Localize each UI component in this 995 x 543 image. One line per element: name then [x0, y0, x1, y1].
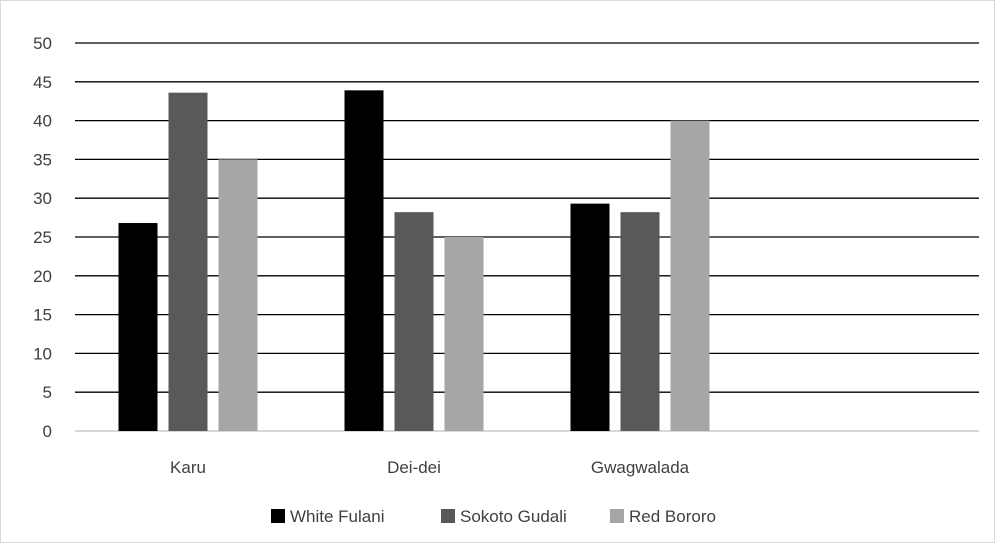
- y-tick-label: 15: [33, 306, 52, 325]
- legend: White Fulani Sokoto Gudali Red Bororo: [271, 507, 716, 526]
- y-tick-label: 45: [33, 73, 52, 92]
- legend-label: White Fulani: [290, 507, 384, 526]
- y-tick-label: 30: [33, 189, 52, 208]
- y-axis-tick-labels: 0 5 10 15 20 25 30 35 40 45 50: [33, 34, 52, 441]
- y-tick-label: 50: [33, 34, 52, 53]
- gridlines: [75, 42, 979, 432]
- y-tick-label: 40: [33, 112, 52, 131]
- bar: [118, 223, 158, 431]
- bar: [670, 120, 710, 431]
- bar: [344, 90, 384, 431]
- y-tick-label: 10: [33, 344, 52, 363]
- y-tick-label: 20: [33, 267, 52, 286]
- bar: [570, 203, 610, 431]
- x-category-label: Dei-dei: [387, 458, 441, 477]
- y-tick-label: 5: [43, 383, 52, 402]
- y-tick-label: 25: [33, 228, 52, 247]
- bar: [218, 159, 258, 431]
- legend-swatch: [271, 509, 285, 523]
- bar: [394, 212, 434, 431]
- x-axis-category-labels: Karu Dei-dei Gwagwalada: [170, 458, 690, 477]
- bars: [118, 90, 710, 431]
- y-tick-label: 35: [33, 150, 52, 169]
- legend-label: Sokoto Gudali: [460, 507, 567, 526]
- x-category-label: Gwagwalada: [591, 458, 690, 477]
- legend-swatch: [610, 509, 624, 523]
- bar: [444, 237, 484, 431]
- x-category-label: Karu: [170, 458, 206, 477]
- legend-label: Red Bororo: [629, 507, 716, 526]
- bar: [620, 212, 660, 431]
- bar: [168, 92, 208, 431]
- legend-swatch: [441, 509, 455, 523]
- y-tick-label: 0: [43, 422, 52, 441]
